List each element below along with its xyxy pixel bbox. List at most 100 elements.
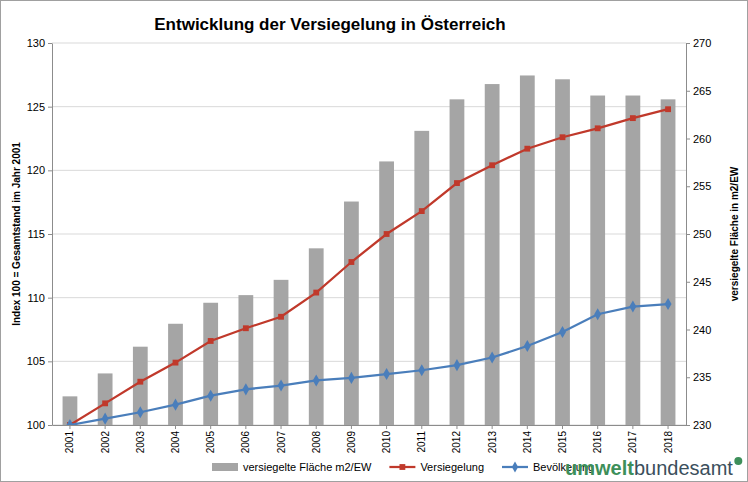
marker (489, 351, 496, 363)
tick-label: 2017 (627, 431, 638, 454)
tick-label: 2007 (276, 431, 287, 454)
plot-area (63, 75, 676, 425)
x-tick: 2009 (346, 425, 357, 453)
y-tick: 115 (27, 228, 52, 240)
marker (630, 115, 636, 121)
y2-tick: 245 (686, 276, 711, 288)
tick-mark (48, 43, 52, 44)
grid-line (52, 43, 686, 44)
marker (278, 379, 285, 391)
title: Entwicklung der Versiegelung in Österrei… (154, 15, 505, 34)
y-tick: 110 (27, 292, 52, 304)
x-tick: 2010 (381, 425, 392, 453)
tick-label: 265 (693, 85, 711, 97)
marker (665, 106, 671, 112)
tick-mark (48, 107, 52, 108)
marker (137, 406, 144, 418)
y-tick: 100 (27, 419, 52, 431)
tick-mark (69, 425, 70, 429)
tick-mark (48, 234, 52, 235)
x-tick: 2016 (592, 425, 603, 453)
y2-tick: 270 (686, 37, 711, 49)
tick-label: 260 (693, 133, 711, 145)
y2-axis-title: versiegelte Fläche in m2/EW (729, 166, 740, 301)
tick-label: 2006 (240, 431, 251, 454)
tick-mark (245, 425, 246, 429)
marker (313, 374, 320, 386)
tick-mark (686, 425, 690, 426)
tick-label: 2001 (64, 431, 75, 454)
tick-mark (281, 425, 282, 429)
y2-tick: 255 (686, 180, 711, 192)
tick-label: 105 (27, 355, 45, 367)
logo-icon (734, 457, 742, 465)
tick-mark (48, 361, 52, 362)
x-tick: 2013 (487, 425, 498, 453)
tick-label: 2013 (487, 431, 498, 454)
x-tick: 2007 (276, 425, 287, 453)
marker (172, 399, 179, 411)
bar (520, 75, 535, 425)
bar (203, 303, 218, 425)
y2-tick: 265 (686, 85, 711, 97)
bar (485, 84, 500, 425)
legend: versiegelte Fläche m2/EWVersiegelungBevö… (212, 461, 594, 473)
y-axis-title: Index 100 = Gesamtstand im Jahr 2001 (11, 142, 22, 326)
marker (595, 125, 601, 131)
marker (102, 413, 109, 425)
tick-label: 2016 (592, 431, 603, 454)
bar (590, 96, 605, 425)
marker (560, 134, 566, 140)
tick-mark (48, 170, 52, 171)
y2-tick: 240 (686, 324, 711, 336)
tick-label: 130 (27, 37, 45, 49)
marker (173, 360, 179, 366)
marker (454, 180, 460, 186)
x-tick: 2011 (416, 425, 427, 453)
tick-mark (597, 425, 598, 429)
tick-mark (527, 425, 528, 429)
marker (242, 383, 249, 395)
legend-swatch (212, 463, 238, 471)
y-tick: 120 (27, 164, 52, 176)
tick-label: 115 (27, 228, 45, 240)
y2-tick: 235 (686, 371, 711, 383)
x-tick: 2005 (205, 425, 216, 453)
tick-label: 270 (693, 37, 711, 49)
axis-line (52, 44, 53, 426)
marker (278, 314, 284, 320)
tick-label: 250 (693, 228, 711, 240)
marker (208, 338, 214, 344)
bar (344, 202, 359, 425)
tick-mark (175, 425, 176, 429)
line (70, 304, 668, 425)
marker (665, 298, 672, 310)
bar (379, 161, 394, 425)
x-tick: 2015 (557, 425, 568, 453)
bar (450, 99, 465, 425)
tick-mark (421, 425, 422, 429)
marker (489, 162, 495, 168)
bar (238, 295, 253, 425)
tick-mark (316, 425, 317, 429)
tick-mark (492, 425, 493, 429)
tick-label: 245 (693, 276, 711, 288)
tick-label: 2009 (346, 431, 357, 454)
marker (348, 372, 355, 384)
x-tick: 2002 (100, 425, 111, 453)
legend-marker (512, 462, 518, 473)
y2-tick: 260 (686, 133, 711, 145)
logo-text: umwelt (565, 457, 634, 479)
y-tick: 130 (27, 37, 52, 49)
tick-label: 120 (27, 164, 45, 176)
line (70, 109, 668, 425)
tick-mark (668, 425, 669, 429)
x-tick: 2014 (522, 425, 533, 453)
bar (625, 96, 640, 425)
tick-mark (686, 139, 690, 140)
tick-mark (210, 425, 211, 429)
y-tick: 125 (27, 101, 52, 113)
tick-label: 2003 (135, 431, 146, 454)
legend-label: versiegelte Fläche m2/EW (243, 461, 372, 473)
y-tick: 105 (27, 355, 52, 367)
